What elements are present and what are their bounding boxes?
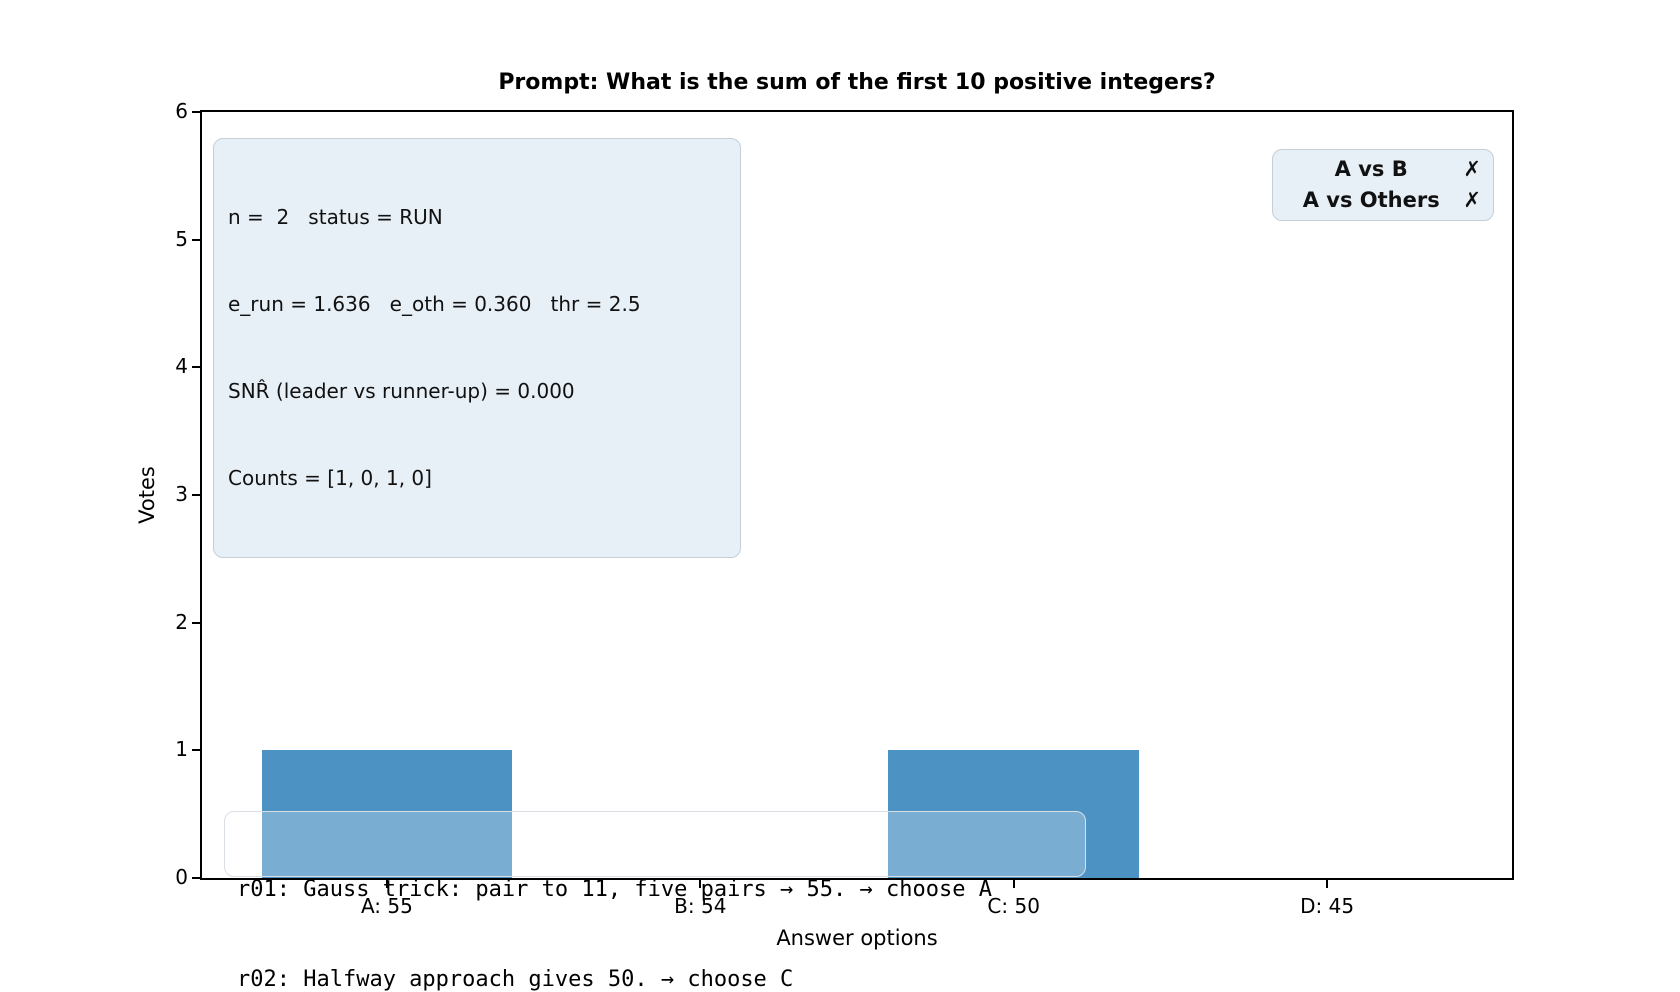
significance-box: A vs B ✗ A vs Others ✗ [1272, 149, 1494, 221]
y-axis-tick [192, 494, 200, 496]
ballot-x-icon: ✗ [1463, 188, 1481, 212]
significance-row: A vs Others ✗ [1285, 185, 1481, 216]
stats-line: e_run = 1.636 e_oth = 0.360 thr = 2.5 [228, 292, 641, 316]
significance-label: A vs B [1334, 157, 1408, 181]
x-axis-tick-label: B: 54 [674, 894, 727, 918]
stats-box: n = 2 status = RUN e_run = 1.636 e_oth =… [213, 138, 741, 558]
stats-line: SNR̂ (leader vs runner-up) = 0.000 [228, 379, 575, 403]
y-axis-tick-label: 2 [175, 609, 188, 634]
y-axis-tick [192, 238, 200, 241]
x-axis-tick-label: D: 45 [1300, 894, 1355, 918]
significance-row: A vs B ✗ [1285, 154, 1481, 185]
x-axis-tick [699, 880, 702, 888]
chart-title: Prompt: What is the sum of the first 10 … [498, 70, 1216, 95]
x-axis-tick [1326, 880, 1329, 888]
ballot-x-icon: ✗ [1463, 157, 1481, 181]
y-axis-tick [192, 877, 200, 879]
y-axis-tick-label: 4 [175, 354, 188, 379]
x-axis-tick-label: A: 55 [360, 894, 413, 918]
transcript-box: r01: Gauss trick: pair to 11, five pairs… [224, 811, 1086, 992]
transcript-line: r02: Halfway approach gives 50. → choose… [237, 967, 794, 992]
x-axis-label: Answer options [776, 926, 938, 950]
y-axis-tick-label: 1 [175, 737, 188, 762]
x-axis-tick [385, 880, 388, 888]
y-axis-tick [192, 621, 200, 624]
x-axis-tick-label: C: 50 [987, 894, 1040, 918]
y-axis-tick-label: 5 [175, 226, 188, 251]
stats-line: n = 2 status = RUN [228, 205, 443, 229]
y-axis-tick-label: 3 [175, 482, 188, 506]
y-axis-tick-label: 0 [175, 865, 188, 889]
y-axis-tick-label: 6 [175, 99, 188, 123]
significance-label: A vs Others [1302, 188, 1440, 212]
plot-area [200, 110, 1514, 880]
stats-line: Counts = [1, 0, 1, 0] [228, 466, 432, 490]
y-axis-tick [192, 366, 200, 369]
y-axis-label: Votes [135, 466, 159, 524]
x-axis-tick [1012, 880, 1015, 888]
bar [261, 750, 513, 878]
transcript-line: r01: Gauss trick: pair to 11, five pairs… [237, 877, 992, 902]
bar [888, 750, 1140, 878]
y-axis-tick [192, 111, 200, 113]
y-axis-tick [192, 749, 200, 752]
